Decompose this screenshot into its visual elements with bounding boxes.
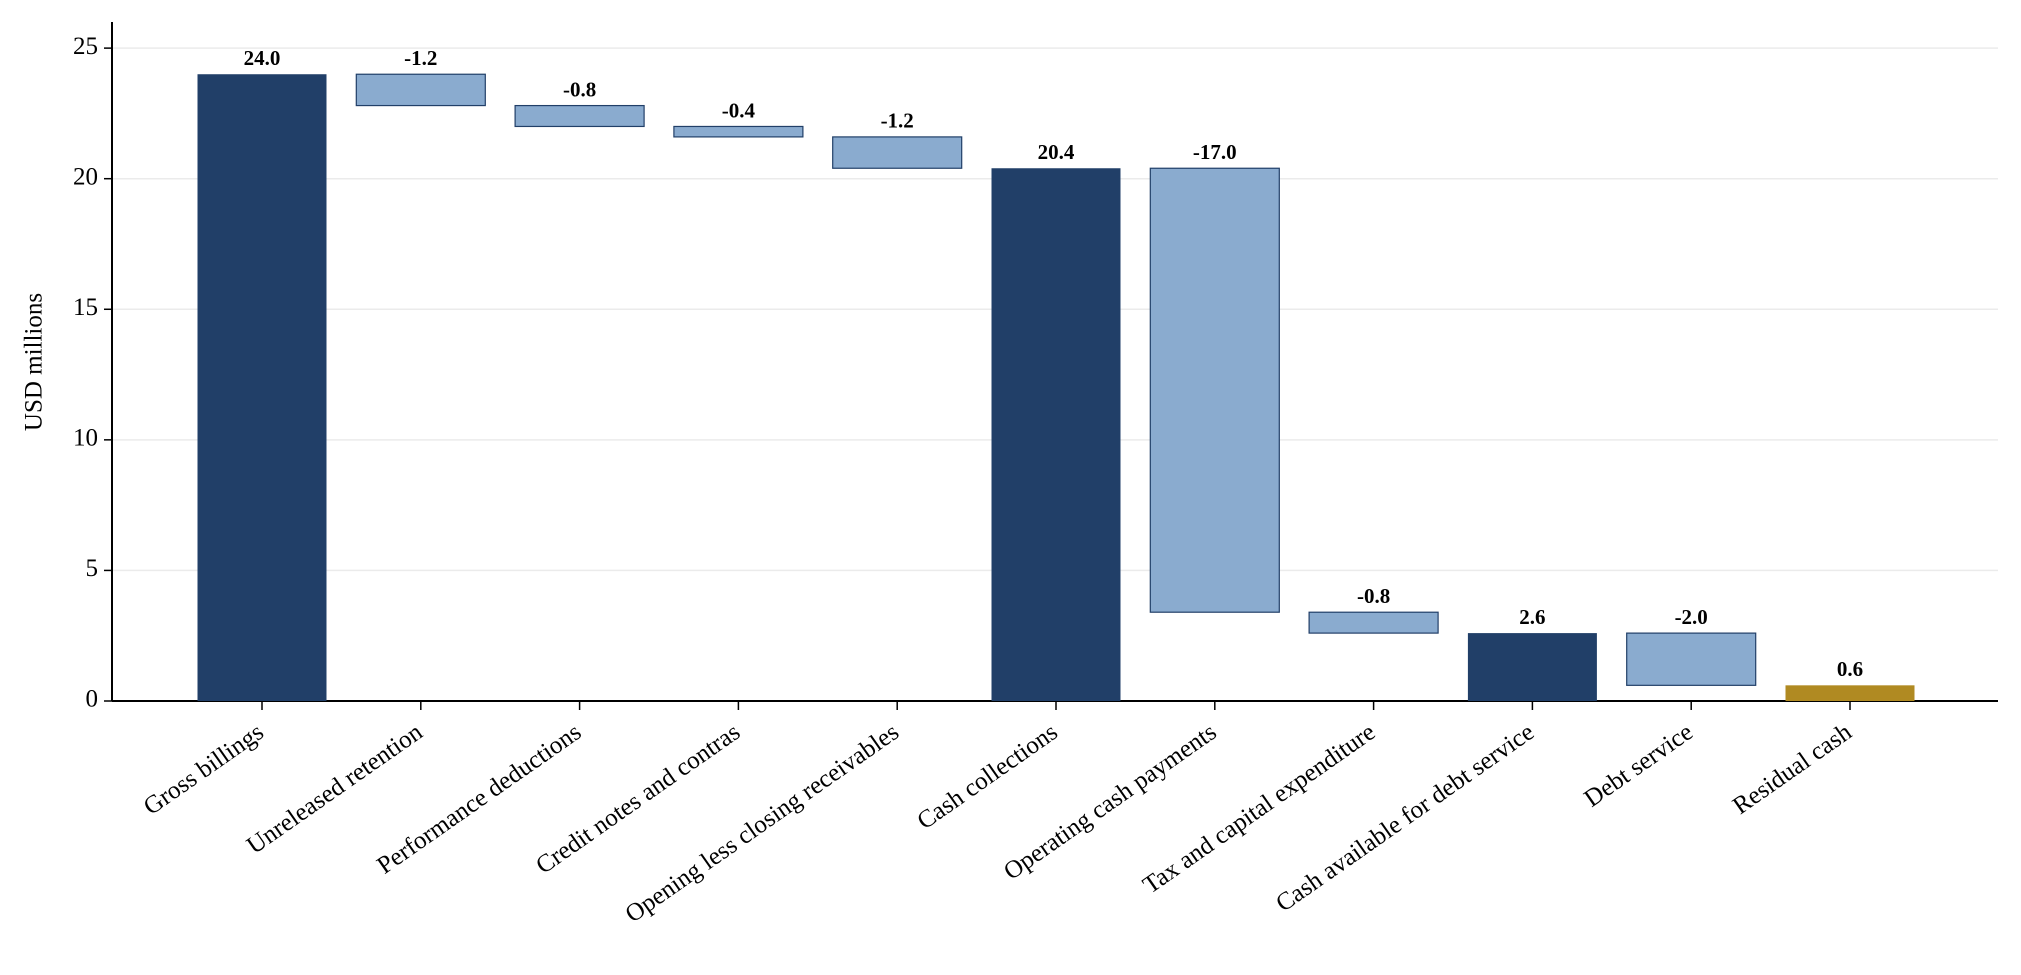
x-tick-label: Opening less closing receivables bbox=[621, 718, 904, 928]
x-tick-label: Gross billings bbox=[139, 718, 269, 820]
y-tick-label: 25 bbox=[73, 33, 98, 60]
x-tick-label: Cash collections bbox=[912, 718, 1062, 835]
bar bbox=[1149, 167, 1280, 613]
x-tick-label: Cash available for debt service bbox=[1271, 718, 1539, 917]
y-tick-label: 10 bbox=[73, 425, 98, 452]
y-tick-label: 20 bbox=[73, 163, 98, 190]
bar bbox=[991, 168, 1121, 701]
value-label: 0.6 bbox=[1837, 657, 1863, 681]
bar bbox=[1467, 633, 1597, 701]
bar bbox=[1785, 685, 1915, 701]
bar bbox=[197, 74, 327, 701]
value-label: -1.2 bbox=[404, 46, 437, 70]
value-label: 20.4 bbox=[1038, 140, 1075, 164]
value-label: 24.0 bbox=[244, 46, 281, 70]
value-label: -0.4 bbox=[722, 98, 756, 122]
value-label: -1.2 bbox=[881, 109, 914, 133]
bar bbox=[1626, 632, 1757, 686]
x-tick-label: Debt service bbox=[1580, 718, 1698, 812]
bar bbox=[355, 73, 486, 107]
value-label: -17.0 bbox=[1193, 140, 1237, 164]
value-label: 2.6 bbox=[1519, 605, 1545, 629]
value-label: -2.0 bbox=[1675, 605, 1708, 629]
bar bbox=[514, 104, 645, 128]
y-axis-label: USD millions bbox=[21, 293, 48, 431]
bar bbox=[832, 136, 963, 169]
value-label: -0.8 bbox=[563, 77, 596, 101]
y-tick-label: 0 bbox=[86, 686, 99, 713]
bar bbox=[673, 125, 804, 138]
x-tick-label: Residual cash bbox=[1728, 718, 1857, 820]
y-tick-label: 15 bbox=[73, 294, 98, 321]
value-label: -0.8 bbox=[1357, 584, 1390, 608]
bar bbox=[1308, 611, 1439, 634]
y-tick-label: 5 bbox=[86, 555, 99, 582]
